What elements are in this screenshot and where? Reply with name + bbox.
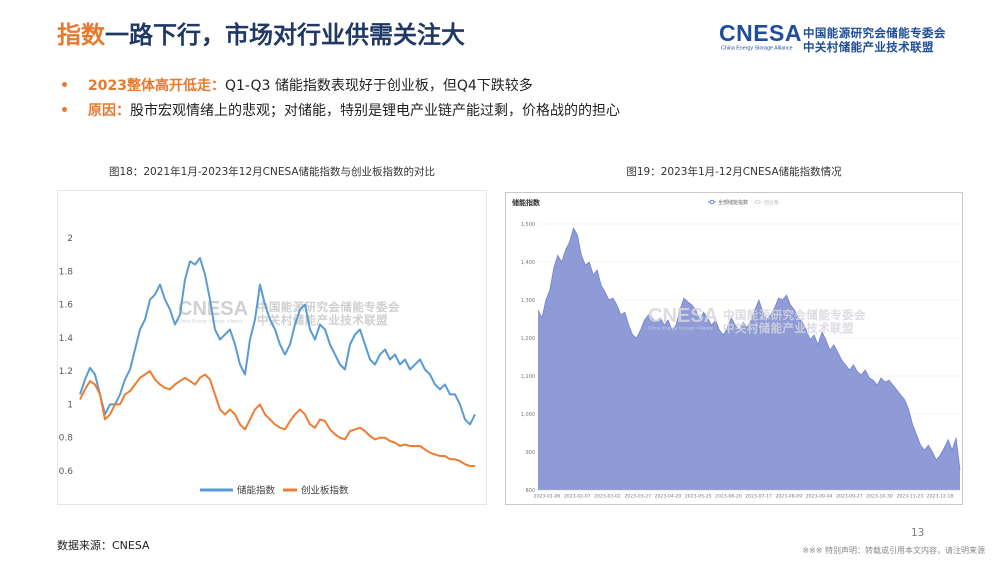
logo-org-line-1: 中国能源研究会储能专委会 [803,26,946,40]
x-tick-label: 2023-03-02 [594,494,621,500]
legend-label: 创业板 [764,199,779,206]
bullet-item: 原因：股市宏观情绪上的悲观；对储能，特别是锂电产业链产能过剩，价格战的的担心 [62,101,620,121]
x-tick-label: 2023-01-06 [534,494,561,500]
data-source-note: 数据来源：CNESA [57,539,150,552]
chart2-caption: 图19：2023年1月-12月CNESA储能指数情况 [626,166,842,178]
logo-org-names: 中国能源研究会储能专委会 中关村储能产业技术联盟 [803,26,946,54]
y-tick-label: 1.8 [59,267,74,277]
x-tick-label: 2023-02-07 [564,494,591,500]
legend-marker [709,199,715,205]
bullet-text: Q1-Q3 储能指数表现好于创业板，但Q4下跌较多 [224,78,533,94]
y-tick-label: 1.2 [59,367,73,377]
logo-org-line-2: 中关村储能产业技术联盟 [803,40,934,54]
bullet-label: 原因： [88,103,130,119]
x-tick-label: 2023-12-18 [927,494,954,500]
x-tick-label: 2023-10-30 [866,494,893,500]
chart2-frame: 800 900 1,000 1,100 1,200 1,300 1,400 1,500 2023… [505,192,963,505]
y-tick-label: 1,300 [521,298,535,304]
y-tick-label: 1,100 [521,374,535,380]
y-tick-label: 1,000 [521,412,535,418]
chart1-frame: CNESA China Energy Storage Alliance 中国能源… [57,190,487,505]
logo-english-name: China Energy Storage Alliance [721,45,793,51]
legend-marker [755,199,761,205]
y-tick-label: 1,200 [521,336,535,342]
page-title: 指数一路下行，市场对行业供需关注大 [57,19,465,51]
y-tick-label: 1.6 [59,301,74,311]
chart1-caption: 图18：2021年1月-2023年12月CNESA储能指数与创业板指数的对比 [109,166,435,178]
y-tick-label: 900 [525,450,535,456]
y-tick-label: 0.6 [59,467,74,477]
chart1-plot: 0.6 0.8 1 1.2 1.4 1.6 1.8 2 储能指数 创业板指数 [59,234,476,497]
series-line-1 [537,227,961,470]
legend-label: 创业板指数 [301,485,349,497]
bullet-text: 股市宏观情绪上的悲观；对储能，特别是锂电产业链产能过剩，价格战的的担心 [130,103,620,119]
logo-wordmark: CNESA [719,20,803,46]
legend-label: 储能指数 [237,485,276,497]
series-area-fill [538,228,960,490]
bullet-dot [62,106,67,112]
x-tick-label: 2023-04-20 [655,494,682,500]
y-tick-label: 800 [525,488,535,494]
x-tick-label: 2023-09-04 [806,494,833,500]
series-line-2 [79,370,475,467]
legend-label: 全部储能指数 [718,199,748,206]
x-tick-label: 2023-06-20 [715,494,742,500]
bullet-item: 2023整体高开低走：Q1-Q3 储能指数表现好于创业板，但Q4下跌较多 [62,76,533,96]
x-tick-label: 2023-07-17 [745,494,772,500]
chart2-inner-title: 储能指数 [511,198,541,207]
x-tick-label: 2023-08-09 [775,494,802,500]
x-tick-label: 2023-03-27 [624,494,651,500]
series-line-1 [79,257,476,426]
chart2-plot: 800 900 1,000 1,100 1,200 1,300 1,400 1,500 2023… [511,198,961,500]
y-tick-label: 1,500 [521,222,535,228]
y-tick-label: 1,400 [521,260,535,266]
y-tick-label: 2 [67,234,73,244]
bullet-dot [62,81,67,87]
page-title-rest: 一路下行，市场对行业供需关注大 [105,21,465,49]
y-tick-label: 1.4 [59,334,74,344]
page-number: 13 [911,527,925,539]
page-title-highlight: 指数 [57,21,105,49]
x-tick-label: 2023-11-23 [896,494,923,500]
x-tick-label: 2023-05-25 [685,494,712,500]
y-tick-label: 1 [67,400,73,410]
bullet-label: 2023整体高开低走： [88,78,225,94]
x-tick-label: 2023-09-27 [836,494,863,500]
disclaimer-note: ※※※ 特别声明：转载或引用本文内容，请注明来源 [802,546,985,555]
y-tick-label: 0.8 [59,434,74,444]
